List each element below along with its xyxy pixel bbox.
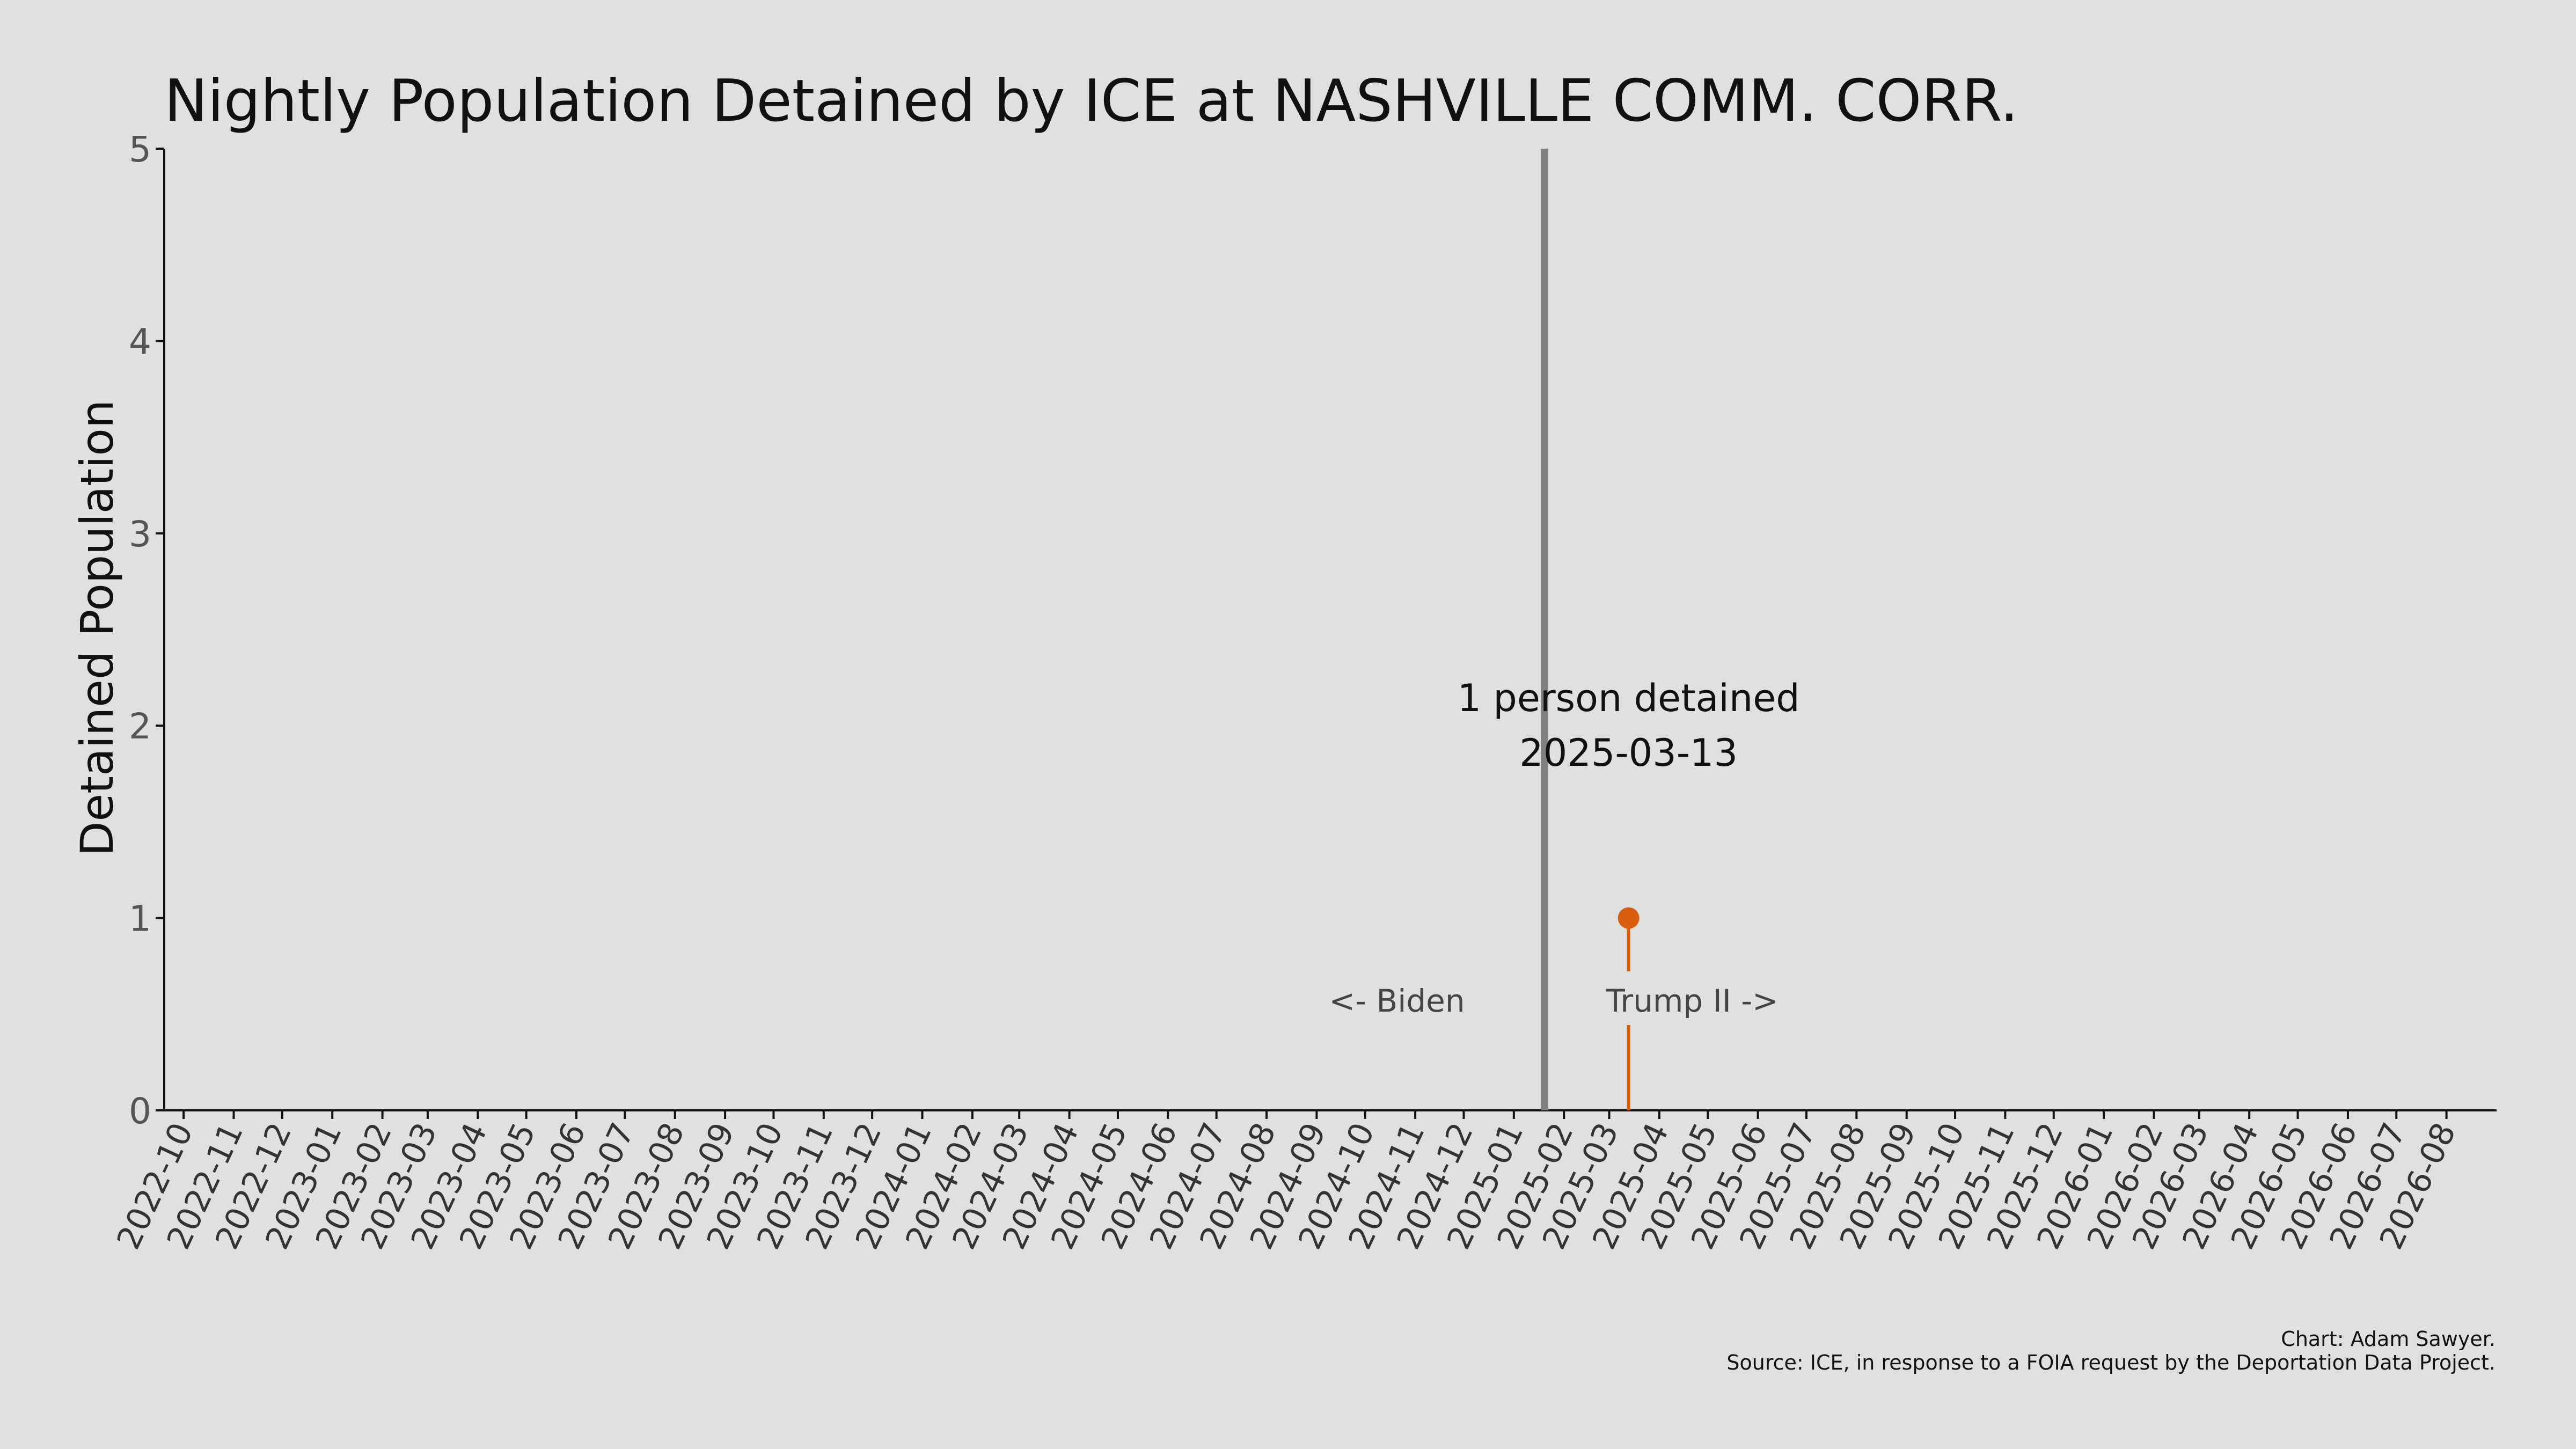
y-tick-label: 3 <box>129 514 151 555</box>
point-annotation-date: 2025-03-13 <box>1519 731 1738 775</box>
trump-label: Trump II -> <box>1605 983 1778 1019</box>
trump-label-bg <box>1604 971 1808 1025</box>
y-tick-label: 1 <box>129 898 151 940</box>
biden-label-bg <box>1333 971 1526 1025</box>
plot-area: 1 person detained 2025-03-13 <- Biden Trump… <box>1329 149 1808 1110</box>
chart-title: Nightly Population Detained by ICE at NA… <box>164 68 2018 135</box>
chart-credit: Chart: Adam Sawyer. <box>2281 1327 2496 1351</box>
x-axis: 2022-102022-112022-122023-012023-022023-… <box>109 1110 2463 1255</box>
chart-source: Source: ICE, in response to a FOIA reque… <box>1726 1351 2496 1374</box>
y-tick-label: 5 <box>129 129 151 170</box>
biden-label: <- Biden <box>1329 983 1465 1019</box>
y-tick-label: 4 <box>129 321 151 362</box>
point-annotation-count: 1 person detained <box>1458 676 1800 720</box>
y-axis-label: Detained Population <box>71 400 123 856</box>
data-point <box>1618 907 1640 929</box>
y-tick-label: 2 <box>129 706 151 747</box>
y-axis: 0 1 2 3 4 5 <box>129 129 164 1132</box>
y-tick-label: 0 <box>129 1091 151 1132</box>
